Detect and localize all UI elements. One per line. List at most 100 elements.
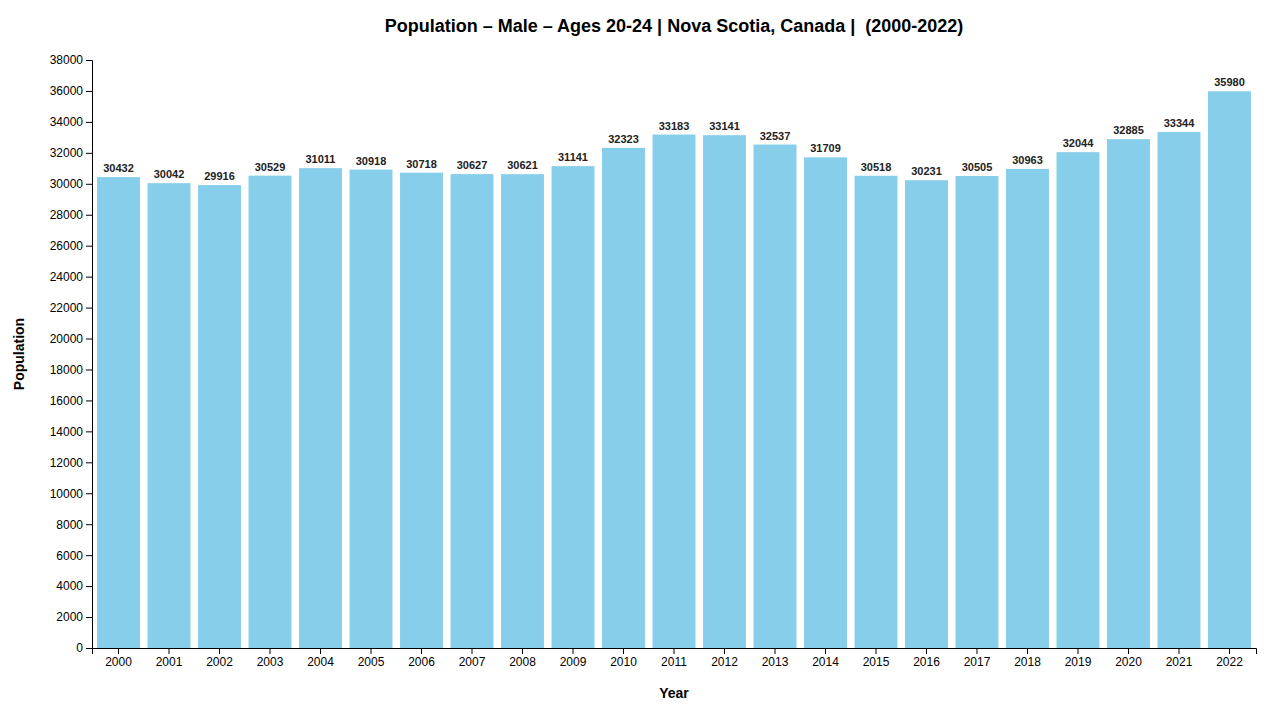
x-tick-label: 2007 <box>459 655 486 669</box>
x-tick-label: 2005 <box>358 655 385 669</box>
y-tick-label: 22000 <box>50 301 84 315</box>
x-tick-label: 2003 <box>257 655 284 669</box>
x-tick-mark <box>623 648 624 654</box>
x-tick-mark <box>1077 648 1078 654</box>
y-axis-line <box>86 61 93 649</box>
bar <box>400 173 443 648</box>
x-tick-label: 2018 <box>1014 655 1041 669</box>
y-tick-label: 28000 <box>50 208 84 222</box>
x-tick-mark <box>371 648 372 654</box>
y-tick-label: 14000 <box>50 425 84 439</box>
y-tick: 34000 <box>50 115 92 129</box>
data-label: 31709 <box>810 142 841 154</box>
bar <box>653 135 696 648</box>
data-label: 30529 <box>255 161 286 173</box>
x-tick: 2020 <box>1115 648 1142 669</box>
y-axis: 0200040006000800010000120001400016000180… <box>50 53 93 655</box>
x-tick: 2022 <box>1216 648 1243 669</box>
bar <box>602 148 645 648</box>
data-label: 32044 <box>1063 137 1094 149</box>
data-label: 33141 <box>709 120 740 132</box>
data-label: 30963 <box>1012 154 1043 166</box>
y-tick: 0 <box>76 641 92 655</box>
x-tick-mark <box>118 648 119 654</box>
y-tick-mark <box>86 91 92 92</box>
x-tick: 2010 <box>610 648 637 669</box>
x-tick-mark <box>219 648 220 654</box>
data-label: 31141 <box>558 151 588 163</box>
bar <box>1057 152 1100 648</box>
x-tick: 2004 <box>307 648 334 669</box>
y-tick: 18000 <box>50 363 92 377</box>
y-tick: 28000 <box>50 208 92 222</box>
y-tick-mark <box>86 215 92 216</box>
y-tick: 20000 <box>50 332 92 346</box>
y-tick-label: 16000 <box>50 394 84 408</box>
bar <box>1107 139 1150 648</box>
x-tick: 2005 <box>358 648 385 669</box>
x-tick-mark <box>875 648 876 654</box>
x-tick: 2007 <box>459 648 486 669</box>
y-tick: 36000 <box>50 84 92 98</box>
x-tick-mark <box>169 648 170 654</box>
data-labels: 3043230042299163052931011309183071830627… <box>103 76 1245 182</box>
bar <box>754 145 797 648</box>
bar <box>1208 91 1251 648</box>
y-tick-mark <box>86 369 92 370</box>
y-tick-label: 24000 <box>50 270 84 284</box>
bar <box>905 180 948 648</box>
y-tick: 26000 <box>50 239 92 253</box>
data-label: 30432 <box>103 162 134 174</box>
x-tick: 2003 <box>257 648 284 669</box>
x-tick-label: 2020 <box>1115 655 1142 669</box>
y-tick-mark <box>86 153 92 154</box>
y-tick-mark <box>86 555 92 556</box>
x-tick: 2017 <box>964 648 991 669</box>
x-tick-label: 2019 <box>1065 655 1092 669</box>
x-tick: 2019 <box>1065 648 1092 669</box>
x-tick-label: 2012 <box>711 655 738 669</box>
x-tick: 2008 <box>509 648 536 669</box>
data-label: 30505 <box>962 161 993 173</box>
x-tick-mark <box>320 648 321 654</box>
x-tick: 2013 <box>762 648 789 669</box>
x-tick: 2014 <box>812 648 839 669</box>
x-tick-mark <box>724 648 725 654</box>
y-tick-mark <box>86 308 92 309</box>
bar <box>703 135 746 648</box>
y-tick-mark <box>86 493 92 494</box>
y-tick-label: 12000 <box>50 456 84 470</box>
y-tick: 6000 <box>56 548 92 562</box>
x-tick-label: 2000 <box>105 655 132 669</box>
y-tick-label: 2000 <box>56 610 83 624</box>
y-tick-label: 10000 <box>50 487 84 501</box>
x-tick: 2009 <box>560 648 587 669</box>
y-tick-label: 36000 <box>50 84 84 98</box>
y-tick-mark <box>86 184 92 185</box>
x-tick-mark <box>926 648 927 654</box>
bar <box>97 177 140 648</box>
y-tick: 4000 <box>56 579 92 593</box>
y-tick-mark <box>86 648 92 649</box>
y-tick-label: 0 <box>76 641 83 655</box>
x-tick-mark <box>1128 648 1129 654</box>
x-tick-label: 2014 <box>812 655 839 669</box>
x-axis: 2000200120022003200420052006200720082009… <box>93 648 1257 669</box>
y-tick-label: 38000 <box>50 53 84 67</box>
x-tick: 2018 <box>1014 648 1041 669</box>
x-tick: 2021 <box>1166 648 1193 669</box>
bars <box>97 91 1251 648</box>
x-tick-mark <box>1027 648 1028 654</box>
x-tick-mark <box>270 648 271 654</box>
x-tick-label: 2015 <box>863 655 890 669</box>
bar <box>1006 169 1049 648</box>
y-tick-mark <box>86 586 92 587</box>
y-tick-label: 32000 <box>50 146 84 160</box>
bar <box>804 157 847 648</box>
data-label: 30621 <box>507 159 538 171</box>
y-tick: 12000 <box>50 456 92 470</box>
data-label: 30627 <box>457 159 488 171</box>
y-tick-label: 4000 <box>56 579 83 593</box>
y-tick-mark <box>86 277 92 278</box>
x-tick-label: 2010 <box>610 655 637 669</box>
